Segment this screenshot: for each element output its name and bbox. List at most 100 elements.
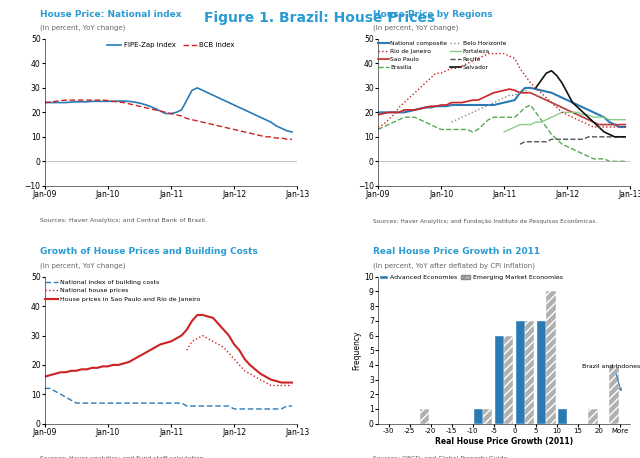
Bar [537,321,547,424]
House prices in Sao Paulo and Rio de Janeiro [146,348,154,353]
Belo Horizonte [548,100,556,105]
Belo Horizonte [511,93,518,98]
Brasilia [605,158,613,164]
National composite [463,102,471,108]
National index of building costs [241,406,248,412]
National composite [605,120,613,125]
Brasilia [422,120,429,125]
National index of building costs [131,400,138,406]
National composite [548,90,556,96]
Sao Paulo [422,105,429,110]
Brasilia [416,117,424,122]
Belo Horizonte [584,117,592,122]
Belo Horizonte [484,102,492,108]
FIPE-Zap index [209,93,217,98]
Recife [553,136,561,142]
Rio de Janeiro [605,124,613,130]
Legend: FIPE-Zap index, BCB index: FIPE-Zap index, BCB index [104,39,237,51]
National composite [500,100,508,105]
Rio de Janeiro [374,124,382,130]
National index of building costs [136,400,143,406]
House prices in Sao Paulo and Rio de Janeiro [172,336,180,341]
National house prices [230,356,238,362]
Recife [537,139,545,144]
BCB index [288,136,296,142]
National composite [506,98,513,104]
Brasilia [474,127,482,132]
House prices in Sao Paulo and Rio de Janeiro [99,364,106,369]
Text: (In percent, YoY change): (In percent, YoY change) [40,24,125,31]
Brasilia [469,129,477,135]
House prices in Sao Paulo and Rio de Janeiro [183,327,191,333]
Fortaleza [553,112,561,118]
Brasilia [537,117,545,122]
Sao Paulo [589,120,597,125]
Brasilia [401,114,408,120]
Sao Paulo [605,122,613,127]
National house prices [267,383,275,388]
Legend: Advanced Economies, Emerging Market Economies: Advanced Economies, Emerging Market Econ… [376,273,565,283]
Bar [516,321,525,424]
National composite [401,109,408,115]
FIPE-Zap index [162,111,170,116]
National composite [527,85,534,91]
National composite [537,87,545,93]
Sao Paulo [611,122,618,127]
National index of building costs [278,406,285,412]
Fortaleza [558,109,566,115]
Rio de Janeiro [448,65,456,71]
House prices in Sao Paulo and Rio de Janeiro [252,366,259,372]
House prices in Sao Paulo and Rio de Janeiro [136,354,143,359]
Brasilia [484,117,492,122]
Recife [589,134,597,140]
National composite [563,98,571,103]
National index of building costs [157,400,164,406]
Rio de Janeiro [495,51,503,56]
Rio de Janeiro [537,90,545,96]
Brasilia [548,131,556,137]
National house prices [183,348,191,353]
National composite [390,109,397,115]
BCB index [62,98,70,103]
FIPE-Zap index [51,100,59,105]
Rio de Janeiro [411,90,419,96]
National composite [579,105,587,110]
Fortaleza [516,122,524,127]
Brasilia [506,114,513,120]
House prices in Sao Paulo and Rio de Janeiro [51,371,59,376]
Rio de Janeiro [422,80,429,86]
Salvador [616,134,624,140]
Bar [504,336,513,424]
BCB index [99,98,106,103]
Text: Sources: Haver analytics; and Fund staff calculation.: Sources: Haver analytics; and Fund staff… [40,456,205,458]
National composite [532,87,540,92]
FIPE-Zap index [141,102,148,107]
National index of building costs [252,406,259,412]
FIPE-Zap index [252,112,259,118]
National index of building costs [78,400,86,406]
House prices in Sao Paulo and Rio de Janeiro [236,348,243,353]
Rio de Janeiro [474,56,482,61]
National index of building costs [262,406,269,412]
National composite [484,102,492,108]
FIPE-Zap index [157,109,164,114]
Line: Rio de Janeiro: Rio de Janeiro [378,54,625,127]
Salvador [553,73,561,78]
FIPE-Zap index [257,114,264,120]
Sao Paulo [380,111,387,116]
Rio de Janeiro [437,71,445,76]
National composite [453,102,461,108]
National index of building costs [104,400,112,406]
House prices in Sao Paulo and Rio de Janeiro [278,380,285,385]
Brasilia [563,144,571,149]
FIPE-Zap index [167,111,175,116]
Recife [600,134,608,140]
Belo Horizonte [558,105,566,110]
Sao Paulo [532,93,540,98]
Salvador [569,100,577,105]
Salvador [574,105,582,110]
Belo Horizonte [605,122,613,127]
Text: Real House Price Growth in 2011: Real House Price Growth in 2011 [373,247,540,256]
Fortaleza [600,114,608,120]
National composite [543,89,550,94]
